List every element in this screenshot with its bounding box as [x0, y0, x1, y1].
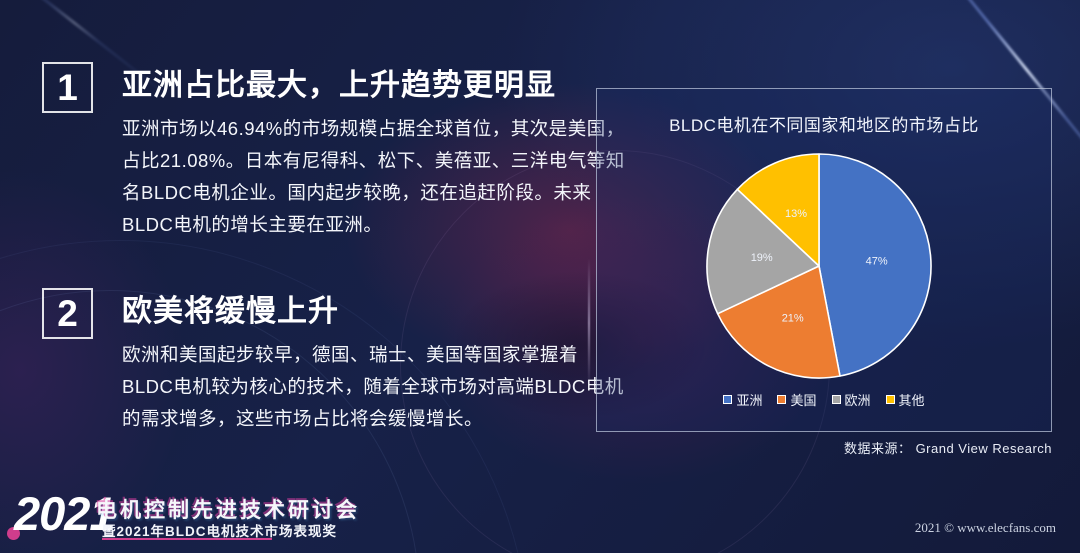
- chart-panel: BLDC电机在不同国家和地区的市场占比 47% 21% 19% 13% 亚洲 美国 欧洲 其…: [596, 88, 1052, 432]
- legend-swatch-icon: [723, 395, 733, 404]
- chart-title: BLDC电机在不同国家和地区的市场占比: [669, 116, 979, 135]
- section-number: 2: [57, 292, 78, 334]
- event-title: 电机控制先进技术研讨会: [96, 499, 360, 522]
- legend-swatch-icon: [777, 395, 787, 404]
- pie-slice-label: 13%: [785, 208, 807, 220]
- section-number-box: 1: [42, 62, 93, 113]
- section-heading: 亚洲占比最大，上升趋势更明显: [122, 69, 556, 102]
- event-subtitle: 暨2021年BLDC电机技术市场表现奖: [102, 524, 338, 539]
- legend-item-美国: 美国: [777, 390, 817, 409]
- legend-item-欧洲: 欧洲: [831, 390, 871, 409]
- pie-slice-美国: [716, 265, 841, 379]
- section-heading: 欧美将缓慢上升: [122, 295, 339, 328]
- legend-swatch-icon: [831, 395, 841, 404]
- legend-item-其他: 其他: [885, 390, 925, 409]
- chart-legend: 亚洲 美国 欧洲 其他: [597, 390, 1051, 409]
- section-number-box: 2: [42, 288, 93, 339]
- data-source-note: 数据来源： Grand View Research: [843, 441, 1052, 456]
- legend-label: 亚洲: [736, 393, 763, 408]
- pie-slice-label: 21%: [782, 313, 804, 325]
- legend-swatch-icon: [885, 395, 895, 404]
- legend-label: 欧洲: [844, 393, 871, 408]
- logo-dot-icon: [7, 527, 20, 540]
- pie-slice-label: 19%: [751, 252, 773, 264]
- section-body: 欧洲和美国起步较早，德国、瑞士、美国等国家掌握着 BLDC电机较为核心的技术，随…: [122, 344, 624, 429]
- legend-item-亚洲: 亚洲: [723, 390, 762, 409]
- section-number: 1: [57, 66, 78, 108]
- pie-slice-欧洲: [706, 188, 820, 315]
- event-subtitle-underline: [102, 538, 272, 540]
- background-disc: [450, 270, 710, 420]
- section-body: 亚洲市场以46.94%的市场规模占据全球首位，其次是美国， 占比21.08%。日…: [122, 118, 625, 235]
- pie-slice-其他: [736, 153, 820, 267]
- pie-slice-亚洲: [818, 153, 932, 377]
- logo-year: 2021: [14, 487, 116, 540]
- copyright-note: 2021 © www.elecfans.com: [914, 520, 1056, 535]
- legend-label: 其他: [898, 393, 925, 408]
- light-vertical-streak: [588, 258, 590, 388]
- legend-label: 美国: [790, 393, 817, 408]
- pie-slice-label: 47%: [866, 256, 888, 268]
- pie-chart: 47% 21% 19% 13%: [706, 153, 932, 379]
